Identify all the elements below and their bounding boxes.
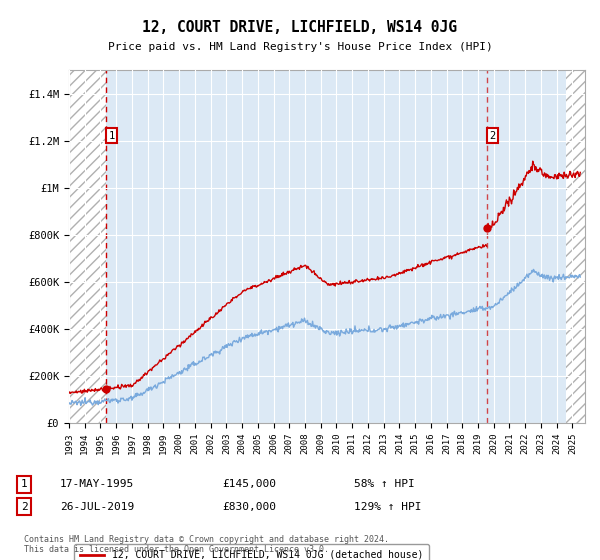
Text: 1: 1 (109, 131, 115, 141)
Text: Price paid vs. HM Land Registry's House Price Index (HPI): Price paid vs. HM Land Registry's House … (107, 42, 493, 52)
Text: 26-JUL-2019: 26-JUL-2019 (60, 502, 134, 512)
Text: £830,000: £830,000 (222, 502, 276, 512)
Text: 58% ↑ HPI: 58% ↑ HPI (354, 479, 415, 489)
Text: £145,000: £145,000 (222, 479, 276, 489)
Text: 2: 2 (20, 502, 28, 512)
Text: 1: 1 (20, 479, 28, 489)
Text: 129% ↑ HPI: 129% ↑ HPI (354, 502, 421, 512)
Text: 2: 2 (489, 131, 496, 141)
Bar (69, 70, 106, 423)
Bar (566, 70, 585, 423)
Legend: 12, COURT DRIVE, LICHFIELD, WS14 0JG (detached house), HPI: Average price, detac: 12, COURT DRIVE, LICHFIELD, WS14 0JG (de… (74, 544, 429, 560)
Text: 17-MAY-1995: 17-MAY-1995 (60, 479, 134, 489)
Text: 12, COURT DRIVE, LICHFIELD, WS14 0JG: 12, COURT DRIVE, LICHFIELD, WS14 0JG (143, 20, 458, 35)
Text: Contains HM Land Registry data © Crown copyright and database right 2024.
This d: Contains HM Land Registry data © Crown c… (24, 535, 389, 554)
